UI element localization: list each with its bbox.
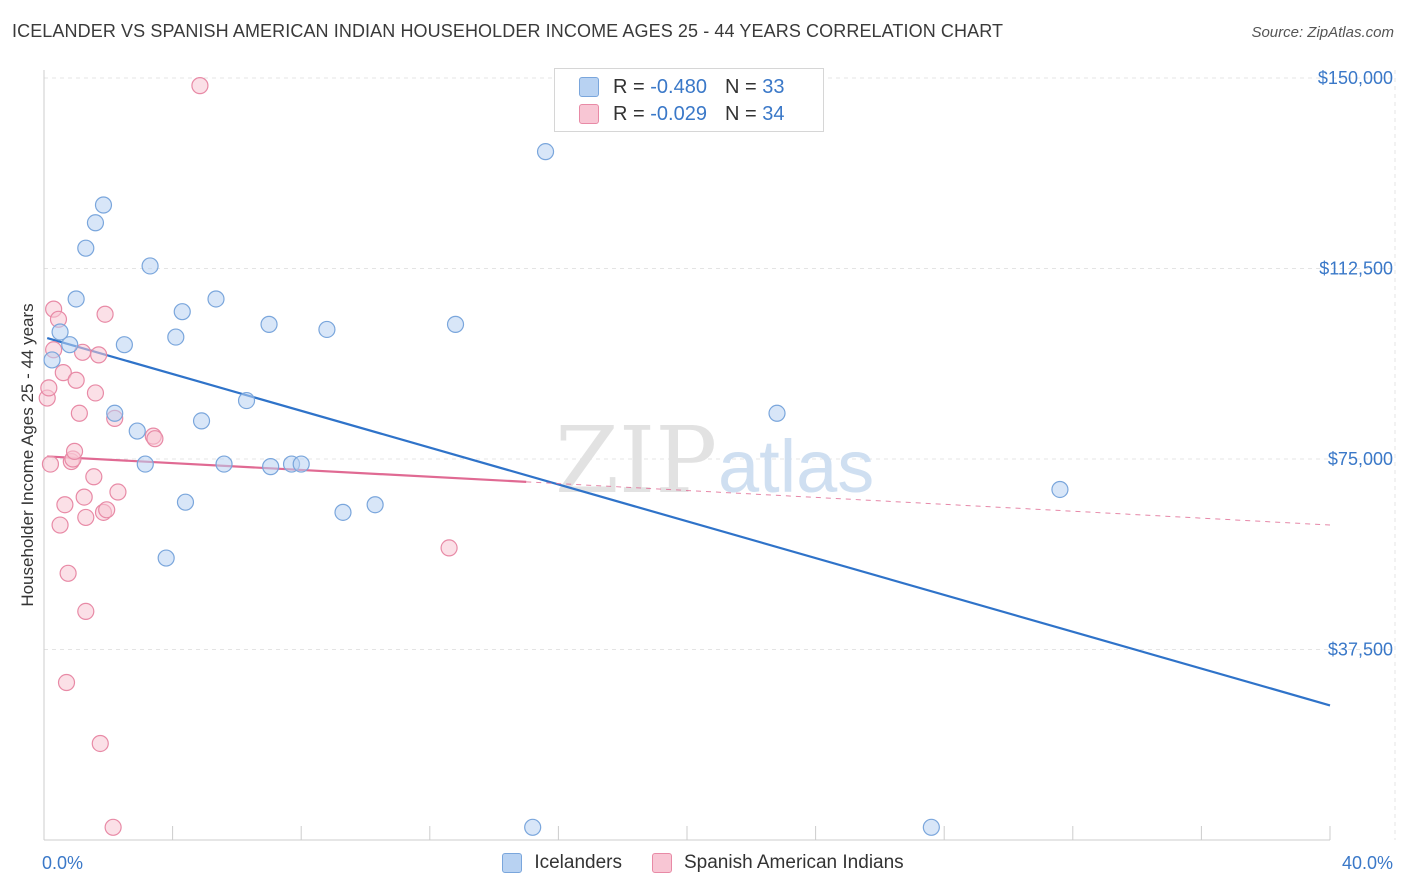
data-point-icelanders bbox=[922, 818, 940, 836]
data-point-icelanders bbox=[61, 336, 79, 354]
legend-swatch-icelanders bbox=[579, 77, 599, 97]
data-point-icelanders bbox=[67, 290, 85, 308]
data-point-icelanders bbox=[86, 214, 105, 232]
data-point-spanish bbox=[104, 818, 122, 836]
legend-r-label: R = bbox=[613, 75, 645, 98]
chart-title: ICELANDER VS SPANISH AMERICAN INDIAN HOU… bbox=[12, 21, 1004, 41]
data-point-icelanders bbox=[128, 422, 146, 440]
data-point-icelanders bbox=[318, 320, 336, 339]
data-point-icelanders bbox=[192, 412, 211, 430]
data-point-icelanders bbox=[173, 303, 191, 321]
data-point-spanish bbox=[56, 496, 74, 514]
series-label-icelanders: Icelanders bbox=[534, 852, 622, 873]
data-point-spanish bbox=[91, 734, 109, 753]
data-point-spanish bbox=[59, 564, 77, 582]
data-point-icelanders bbox=[1051, 480, 1069, 499]
trend-line-spanish-extension bbox=[526, 481, 1331, 526]
series-label-spanish: Spanish American Indians bbox=[683, 852, 904, 873]
data-point-spanish bbox=[86, 384, 105, 402]
data-point-spanish bbox=[75, 488, 93, 506]
data-point-spanish bbox=[41, 455, 60, 473]
series-swatch-spanish bbox=[651, 853, 672, 873]
data-point-icelanders bbox=[536, 143, 555, 161]
x-tick-label: 40.0% bbox=[1342, 853, 1393, 873]
series-legend-icelanders[interactable]: Icelanders bbox=[502, 852, 622, 874]
tick-labels: $37,500 $75,000 $112,500 $150,000 0.0% 40.0% H… bbox=[18, 68, 1393, 873]
y-tick-label: $112,500 bbox=[1319, 259, 1393, 279]
series-legend-spanish[interactable]: Spanish American Indians bbox=[651, 852, 904, 874]
data-point-icelanders bbox=[77, 239, 95, 257]
trend-lines bbox=[46, 337, 1331, 707]
data-point-icelanders bbox=[768, 404, 786, 422]
data-point-spanish bbox=[57, 673, 76, 692]
series-legend: Icelanders Spanish American Indians bbox=[0, 852, 1406, 874]
data-point-icelanders bbox=[176, 493, 195, 511]
data-point-spanish bbox=[90, 346, 108, 364]
data-point-spanish bbox=[65, 442, 84, 460]
data-point-spanish bbox=[77, 508, 95, 527]
data-point-icelanders bbox=[334, 503, 352, 521]
axes bbox=[43, 70, 1331, 841]
data-points bbox=[38, 77, 1069, 836]
legend-n-value: 34 bbox=[762, 102, 785, 125]
data-point-icelanders bbox=[43, 351, 61, 369]
data-point-icelanders bbox=[215, 455, 233, 473]
watermark: ZIP atlas bbox=[555, 407, 874, 514]
data-point-spanish bbox=[77, 602, 95, 621]
data-point-spanish bbox=[54, 364, 72, 382]
source-attribution: Source: ZipAtlas.com bbox=[1251, 24, 1394, 41]
watermark-zip: ZIP bbox=[555, 407, 717, 514]
data-point-spanish bbox=[40, 379, 58, 397]
data-point-icelanders bbox=[141, 257, 159, 275]
data-point-icelanders bbox=[237, 391, 256, 410]
y-axis-label: Householder Income Ages 25 - 44 years bbox=[18, 303, 37, 606]
trend-line-icelanders bbox=[46, 337, 1331, 707]
y-tick-label: $37,500 bbox=[1328, 640, 1393, 660]
data-point-spanish bbox=[96, 305, 114, 323]
series-swatch-icelanders bbox=[502, 853, 523, 873]
data-point-icelanders bbox=[292, 455, 310, 473]
data-point-icelanders bbox=[207, 290, 225, 308]
data-point-icelanders bbox=[51, 323, 69, 341]
data-point-spanish bbox=[85, 468, 103, 486]
data-point-icelanders bbox=[115, 336, 133, 354]
data-point-spanish bbox=[70, 404, 88, 422]
data-point-icelanders bbox=[136, 455, 154, 473]
data-point-spanish bbox=[146, 430, 164, 448]
data-point-icelanders bbox=[167, 328, 185, 346]
data-point-icelanders bbox=[106, 404, 124, 422]
legend-n-label: N = bbox=[724, 75, 757, 98]
data-point-icelanders bbox=[446, 315, 465, 333]
x-tick-label: 0.0% bbox=[42, 853, 83, 873]
data-point-icelanders bbox=[260, 315, 278, 333]
data-point-icelanders bbox=[94, 196, 113, 214]
legend-n-value: 33 bbox=[762, 75, 785, 98]
legend-n-label: N = bbox=[724, 102, 757, 125]
legend-swatch-spanish bbox=[579, 104, 599, 124]
data-point-spanish bbox=[67, 371, 85, 389]
legend-row-icelanders: R = -0.480 N = 33 bbox=[579, 75, 784, 99]
y-tick-label: $75,000 bbox=[1328, 449, 1393, 469]
data-point-spanish bbox=[98, 501, 116, 519]
data-point-spanish bbox=[109, 483, 127, 501]
data-point-icelanders bbox=[157, 549, 175, 567]
y-tick-label: $150,000 bbox=[1318, 68, 1393, 88]
stats-legend: R = -0.480 N = 33 R = -0.029 N = 34 bbox=[554, 68, 824, 132]
data-point-spanish bbox=[191, 77, 209, 95]
legend-r-label: R = bbox=[613, 102, 645, 125]
legend-r-value: -0.029 bbox=[650, 102, 707, 125]
data-point-icelanders bbox=[366, 496, 384, 514]
watermark-atlas: atlas bbox=[718, 425, 874, 508]
data-point-spanish bbox=[440, 539, 458, 557]
data-point-icelanders bbox=[524, 818, 542, 836]
legend-r-value: -0.480 bbox=[650, 75, 707, 98]
data-point-spanish bbox=[51, 516, 69, 534]
legend-row-spanish: R = -0.029 N = 34 bbox=[579, 102, 784, 126]
data-point-icelanders bbox=[262, 458, 280, 476]
